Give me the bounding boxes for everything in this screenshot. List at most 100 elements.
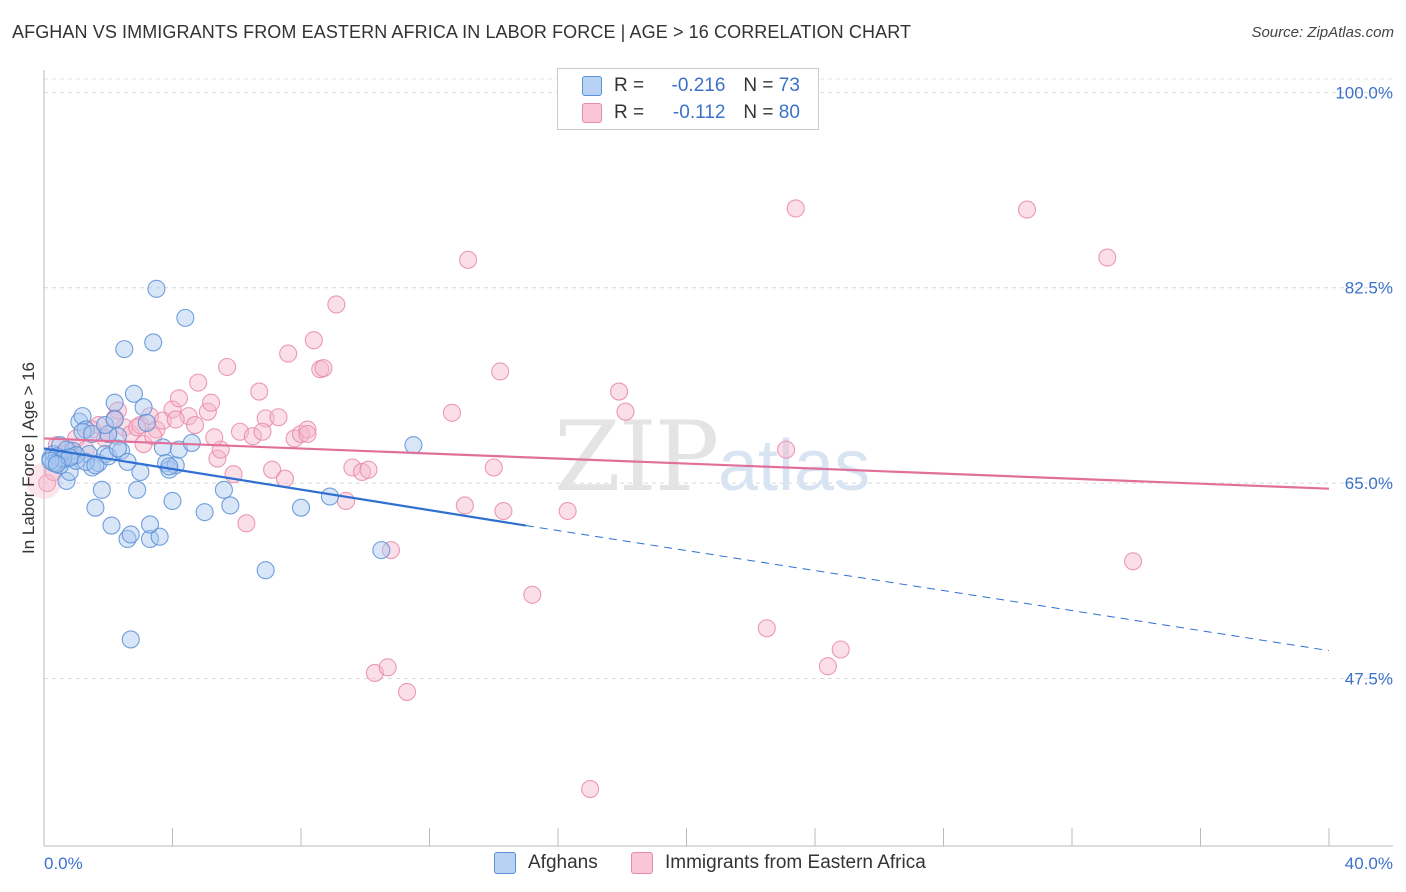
afghan-point-47 xyxy=(291,498,311,517)
eastern-africa-point-33 xyxy=(275,469,294,488)
afghan-point-29 xyxy=(134,398,153,417)
eastern-africa-point-29 xyxy=(250,382,269,401)
eastern-africa-point-66 xyxy=(1017,200,1037,219)
chart-title: AFGHAN VS IMMIGRANTS FROM EASTERN AFRICA… xyxy=(12,22,912,42)
eastern-africa-point-72 xyxy=(128,418,147,437)
eastern-africa-point-75 xyxy=(205,428,224,447)
eastern-africa-point-40 xyxy=(314,359,333,378)
watermark: ZIP atlas xyxy=(554,401,870,513)
legend-r-value-eastern-africa: -0.112 xyxy=(672,102,726,123)
series-legend-label-afghans: Afghans xyxy=(528,852,598,873)
legend-n-value-eastern-africa: 80 xyxy=(778,102,800,123)
afghan-point-34 xyxy=(147,279,166,298)
afghan-point-46 xyxy=(256,561,275,580)
eastern-africa-point-21 xyxy=(202,393,221,412)
series-immigrants-eastern-africa xyxy=(26,199,1143,799)
afghan-point-71 xyxy=(47,455,66,474)
legend-n-value-afghans: 73 xyxy=(778,75,800,96)
eastern-africa-point-65 xyxy=(831,640,850,659)
eastern-africa-point-53 xyxy=(484,458,503,477)
y-axis-label: In Labor Force | Age > 16 xyxy=(19,362,38,554)
legend-swatch-blue xyxy=(582,76,602,96)
eastern-africa-point-64 xyxy=(818,657,837,676)
afghan-point-68 xyxy=(76,452,95,471)
eastern-africa-point-60 xyxy=(616,402,635,421)
afghan-point-14 xyxy=(86,498,105,517)
legend-r-value-afghans: -0.216 xyxy=(671,75,726,96)
afghan-point-19 xyxy=(102,516,121,535)
afghan-point-23 xyxy=(115,340,134,359)
afghan-point-72 xyxy=(86,456,105,475)
afghan-point-69 xyxy=(105,410,124,429)
series-legend-afghans[interactable]: Afghans xyxy=(494,852,598,874)
trend-lines xyxy=(43,437,1330,652)
eastern-africa-point-50 xyxy=(442,403,462,422)
afghan-point-35 xyxy=(153,438,172,457)
trend-line-eastern-africa xyxy=(43,437,1330,490)
eastern-africa-point-48 xyxy=(381,541,401,560)
source-label: Source: ZipAtlas.com xyxy=(1251,24,1394,41)
eastern-africa-point-0 xyxy=(38,474,57,493)
eastern-africa-point-37 xyxy=(298,420,317,439)
afghan-point-44 xyxy=(214,480,233,499)
legend-n-label: N = xyxy=(743,75,774,96)
trend-line-afghans-extension xyxy=(525,525,1330,652)
eastern-africa-point-62 xyxy=(777,440,796,459)
eastern-africa-point-30 xyxy=(256,409,275,428)
legend-swatch-pink xyxy=(582,103,602,123)
afghan-point-27 xyxy=(128,480,147,499)
grid-lines xyxy=(44,78,1393,680)
legend-r-label: R = xyxy=(614,102,645,123)
eastern-africa-point-15 xyxy=(163,400,182,419)
afghan-point-41 xyxy=(176,308,195,327)
afghan-point-58 xyxy=(83,424,102,444)
eastern-africa-point-47 xyxy=(378,658,397,677)
series-legend-swatch-blue xyxy=(494,852,516,874)
afghan-point-38 xyxy=(163,491,182,511)
eastern-africa-point-34 xyxy=(279,344,298,363)
eastern-africa-point-19 xyxy=(189,373,208,392)
eastern-africa-point-31 xyxy=(263,460,282,479)
eastern-africa-point-18 xyxy=(185,416,205,435)
afghan-point-20 xyxy=(105,393,124,412)
eastern-africa-point-59 xyxy=(609,382,629,401)
eastern-africa-point-24 xyxy=(218,357,237,377)
eastern-africa-point-38 xyxy=(304,331,323,350)
afghan-point-59 xyxy=(108,439,127,458)
eastern-africa-point-45 xyxy=(359,460,378,479)
y-tick-label-2: 82.5% xyxy=(1345,279,1393,298)
series-afghans xyxy=(41,279,423,649)
eastern-africa-point-41 xyxy=(327,295,346,314)
eastern-africa-point-56 xyxy=(523,585,542,604)
series-legend-label-eastern-africa: Immigrants from Eastern Africa xyxy=(665,852,926,873)
series-legend: Afghans Immigrants from Eastern Africa xyxy=(0,852,1406,878)
eastern-africa-point-28 xyxy=(243,427,262,446)
eastern-africa-point-11 xyxy=(134,434,153,454)
series-legend-eastern-africa[interactable]: Immigrants from Eastern Africa xyxy=(631,852,926,874)
eastern-africa-point-16 xyxy=(169,389,188,408)
eastern-africa-point-67 xyxy=(1098,248,1117,267)
eastern-africa-point-76 xyxy=(253,422,272,441)
afghan-point-32 xyxy=(144,333,163,352)
eastern-africa-point-51 xyxy=(455,496,474,515)
legend-row-afghans: R = -0.216 N = 73 xyxy=(582,73,800,99)
afghan-point-43 xyxy=(195,503,214,522)
trend-line-afghans xyxy=(43,447,527,527)
afghan-point-26 xyxy=(124,384,143,403)
afghan-point-10 xyxy=(73,407,92,426)
series-legend-swatch-pink xyxy=(631,852,653,874)
eastern-africa-point-49 xyxy=(397,682,417,701)
eastern-africa-point-58 xyxy=(581,780,600,799)
eastern-africa-point-54 xyxy=(491,362,510,381)
axes xyxy=(43,70,1393,847)
eastern-africa-point-43 xyxy=(343,458,362,477)
x-tick-label-1: 40.0% xyxy=(1345,854,1393,873)
eastern-africa-point-61 xyxy=(757,619,776,638)
afghan-point-70 xyxy=(160,457,179,476)
legend-n-label: N = xyxy=(743,102,774,123)
y-tick-label-3: 100.0% xyxy=(1335,83,1393,102)
eastern-africa-point-32 xyxy=(269,408,288,427)
eastern-africa-point-74 xyxy=(166,410,185,429)
afghan-point-49 xyxy=(372,541,391,560)
